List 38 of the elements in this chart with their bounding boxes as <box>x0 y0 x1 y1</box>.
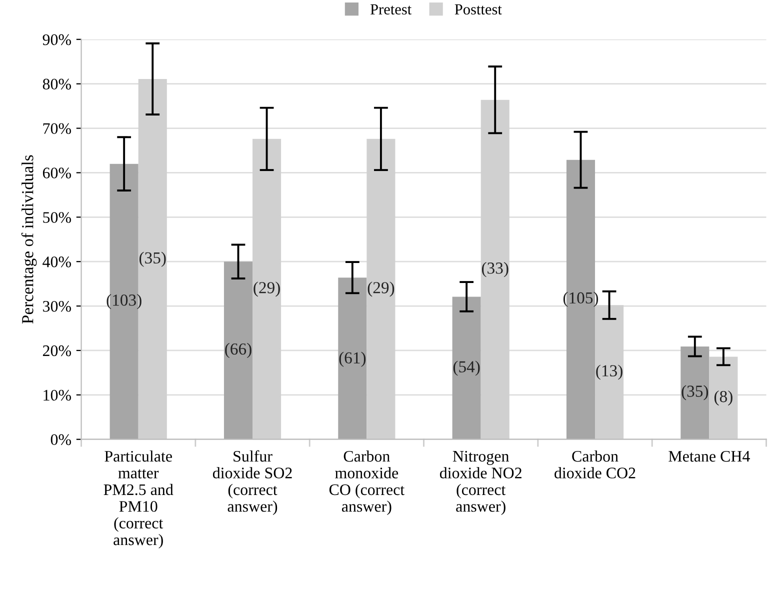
bar <box>480 100 510 440</box>
y-tick-label: 60% <box>42 168 72 178</box>
y-tick-label: 40% <box>42 256 72 268</box>
y-tick-label: 80% <box>42 78 72 90</box>
bar <box>452 296 481 440</box>
legend-label: Posttest <box>454 4 502 15</box>
x-tick-label: Carbon monoxide CO (correct answer) <box>329 450 405 516</box>
annotation: (8) <box>714 390 732 406</box>
bar <box>709 356 738 440</box>
annotation: (29) <box>254 282 280 297</box>
annotation: (66) <box>225 342 252 358</box>
legend-label: Pretest <box>370 4 412 15</box>
x-tick-label: Particulate matter PM2.5 and PM10 (correct answer) <box>104 450 174 548</box>
x-tick-label: Carbon dioxide CO2 <box>554 450 636 478</box>
annotation: (54) <box>453 360 480 376</box>
annotation: (35) <box>682 385 708 400</box>
y-tick-label: 70% <box>43 123 72 134</box>
annotation: (13) <box>596 364 622 380</box>
x-tick-label: Nitrogen dioxide NO2 (correct answer) <box>440 450 522 516</box>
y-tick-label: 50% <box>43 212 72 223</box>
bar <box>595 305 624 440</box>
y-axis-title: Percentage of individuals <box>21 155 37 324</box>
annotation: (29) <box>368 282 394 297</box>
bar <box>680 346 710 440</box>
x-tick-label: Metane CH4 <box>668 450 750 462</box>
y-tick-label: 10% <box>44 390 72 401</box>
bar <box>224 262 253 440</box>
bar <box>338 278 367 440</box>
y-tick-label: 20% <box>42 345 72 356</box>
annotation: (35) <box>139 252 166 267</box>
x-tick-label: Sulfur dioxide SO2 (correct answer) <box>212 450 292 516</box>
bar <box>252 138 282 440</box>
bar <box>366 138 396 440</box>
y-tick-label: 30% <box>43 300 72 312</box>
y-tick-label: 0% <box>50 434 72 446</box>
y-tick-label: 90% <box>42 34 72 46</box>
annotation: (33) <box>482 262 508 278</box>
annotation: (61) <box>339 352 366 367</box>
